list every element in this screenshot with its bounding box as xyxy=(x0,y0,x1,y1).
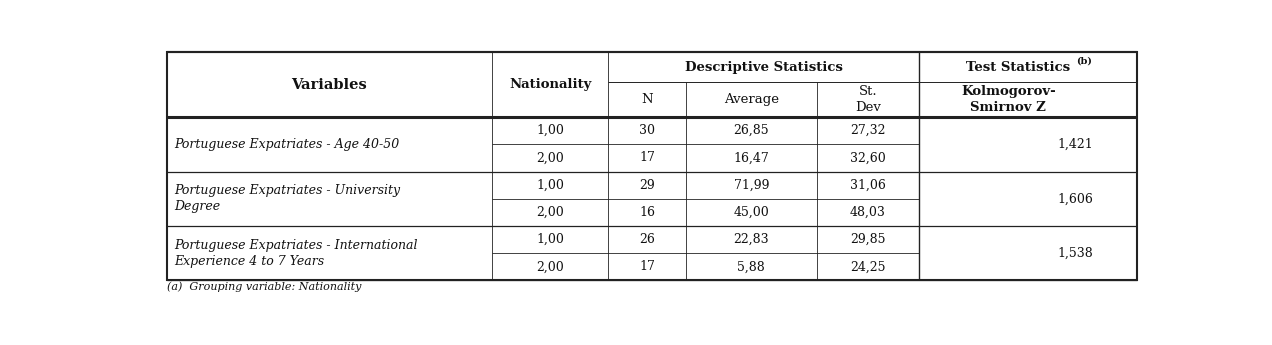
Text: 45,00: 45,00 xyxy=(734,206,770,219)
Text: Nationality: Nationality xyxy=(509,78,591,91)
Text: 16: 16 xyxy=(639,206,655,219)
Text: Test Statistics: Test Statistics xyxy=(965,60,1075,73)
Text: (b): (b) xyxy=(1076,57,1091,66)
Text: 26,85: 26,85 xyxy=(734,124,770,137)
Text: 1,606: 1,606 xyxy=(1057,192,1093,205)
Text: 32,60: 32,60 xyxy=(850,151,885,165)
Text: 2,00: 2,00 xyxy=(537,260,563,273)
Bar xyxy=(167,52,1137,280)
Text: 24,25: 24,25 xyxy=(850,260,885,273)
Text: 48,03: 48,03 xyxy=(850,206,885,219)
Text: Portuguese Expatriates - University
Degree: Portuguese Expatriates - University Degr… xyxy=(174,184,399,213)
Text: 71,99: 71,99 xyxy=(734,179,770,192)
Bar xyxy=(167,52,1137,280)
Text: 1,00: 1,00 xyxy=(536,124,563,137)
Text: 29,85: 29,85 xyxy=(850,233,885,246)
Text: Descriptive Statistics: Descriptive Statistics xyxy=(684,60,842,73)
Text: 2,00: 2,00 xyxy=(537,206,563,219)
Text: 1,538: 1,538 xyxy=(1057,247,1093,260)
Text: 1,00: 1,00 xyxy=(536,233,563,246)
Text: St.
Dev: St. Dev xyxy=(855,85,880,114)
Text: 17: 17 xyxy=(639,260,655,273)
Text: 1,00: 1,00 xyxy=(536,179,563,192)
Text: Portuguese Expatriates - International
Experience 4 to 7 Years: Portuguese Expatriates - International E… xyxy=(174,239,417,268)
Text: N: N xyxy=(641,93,653,106)
Text: 2,00: 2,00 xyxy=(537,151,563,165)
Text: 27,32: 27,32 xyxy=(850,124,885,137)
Text: 16,47: 16,47 xyxy=(734,151,770,165)
Text: Variables: Variables xyxy=(291,78,368,91)
Text: 1,421: 1,421 xyxy=(1057,138,1093,151)
Text: (a)  Grouping variable: Nationality: (a) Grouping variable: Nationality xyxy=(167,282,361,292)
Text: 17: 17 xyxy=(639,151,655,165)
Text: Portuguese Expatriates - Age 40-50: Portuguese Expatriates - Age 40-50 xyxy=(174,138,399,151)
Text: 5,88: 5,88 xyxy=(738,260,766,273)
Text: Kolmogorov-
Smirnov Z: Kolmogorov- Smirnov Z xyxy=(962,85,1056,114)
Text: 26: 26 xyxy=(639,233,655,246)
Text: Average: Average xyxy=(724,93,778,106)
Text: 29: 29 xyxy=(639,179,655,192)
Text: 30: 30 xyxy=(639,124,655,137)
Text: 31,06: 31,06 xyxy=(850,179,885,192)
Text: 22,83: 22,83 xyxy=(734,233,770,246)
